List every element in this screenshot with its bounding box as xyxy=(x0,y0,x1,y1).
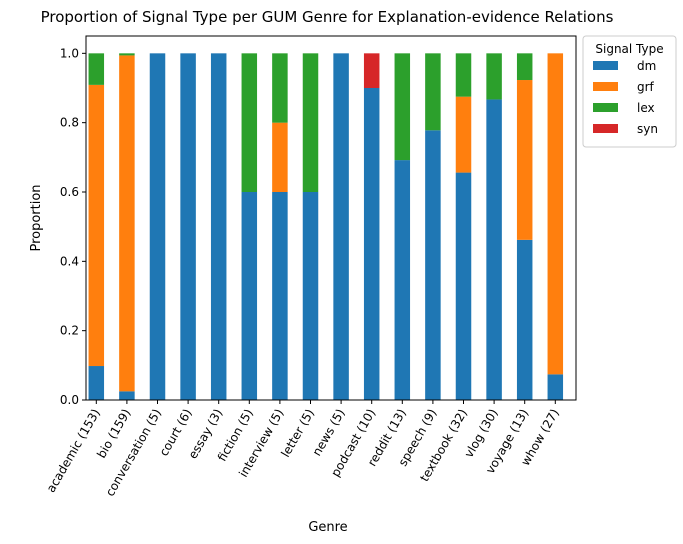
bar-segment-dm xyxy=(149,53,166,400)
bar-segment-grf xyxy=(272,122,288,192)
legend: Signal Type dm grf lex syn xyxy=(582,35,677,148)
bar-segment-grf xyxy=(547,53,564,375)
y-axis-label: Proportion xyxy=(29,184,44,251)
legend-swatch-dm xyxy=(593,61,618,70)
x-tick-label: academic (153) xyxy=(44,407,103,495)
bar-segment-lex xyxy=(88,53,105,85)
plot-frame xyxy=(85,35,577,401)
y-tick-label: 0.4 xyxy=(60,254,79,268)
legend-swatch-grf xyxy=(593,82,618,91)
legend-swatch-syn xyxy=(593,124,618,133)
x-axis-label: Genre xyxy=(308,520,347,535)
bar-segment-dm xyxy=(210,53,227,400)
bar-segment-grf xyxy=(455,96,472,173)
bar-segment-grf xyxy=(88,84,105,367)
bar-segment-syn xyxy=(363,53,380,88)
bars-group xyxy=(88,53,564,400)
y-tick-label: 0.6 xyxy=(60,185,79,199)
bar-segment-lex xyxy=(455,53,472,97)
x-axis: academic (153)bio (159)conversation (5)c… xyxy=(44,400,562,499)
x-tick-label: conversation (5) xyxy=(103,407,164,499)
bar-segment-dm xyxy=(88,366,105,400)
bar-segment-dm xyxy=(516,239,533,400)
legend-title: Signal Type xyxy=(595,42,663,56)
bar-segment-dm xyxy=(180,53,196,400)
bar-segment-dm xyxy=(455,172,472,400)
legend-label-lex: lex xyxy=(637,101,655,115)
bar-segment-lex xyxy=(394,53,411,161)
bar-segment-dm xyxy=(241,192,258,400)
bar-segment-lex xyxy=(425,53,441,131)
legend-label-grf: grf xyxy=(637,80,655,94)
bar-segment-dm xyxy=(119,391,135,400)
y-tick-label: 0.0 xyxy=(60,393,79,407)
y-axis: 0.0 0.2 0.4 0.6 0.8 1.0 xyxy=(60,46,86,407)
legend-label-dm: dm xyxy=(637,59,656,73)
bar-segment-dm xyxy=(486,99,502,400)
bar-segment-dm xyxy=(363,88,380,400)
bar-segment-grf xyxy=(516,80,533,240)
legend-label-syn: syn xyxy=(637,122,658,136)
bar-segment-grf xyxy=(119,55,135,392)
bar-segment-dm xyxy=(302,192,319,400)
bar-segment-lex xyxy=(272,53,288,123)
bar-segment-lex xyxy=(119,53,135,56)
bar-segment-lex xyxy=(241,53,258,193)
bar-segment-lex xyxy=(516,53,533,81)
bar-segment-dm xyxy=(272,192,288,400)
bar-segment-dm xyxy=(394,160,411,400)
y-tick-label: 0.2 xyxy=(60,324,79,338)
bar-segment-dm xyxy=(333,53,349,400)
bar-segment-lex xyxy=(302,53,319,193)
bar-segment-dm xyxy=(425,130,441,400)
y-tick-label: 1.0 xyxy=(60,46,79,60)
legend-swatch-lex xyxy=(593,103,618,112)
y-tick-label: 0.8 xyxy=(60,116,79,130)
bar-segment-lex xyxy=(486,53,502,100)
chart-title: Proportion of Signal Type per GUM Genre … xyxy=(41,8,614,26)
bar-segment-dm xyxy=(547,374,564,400)
